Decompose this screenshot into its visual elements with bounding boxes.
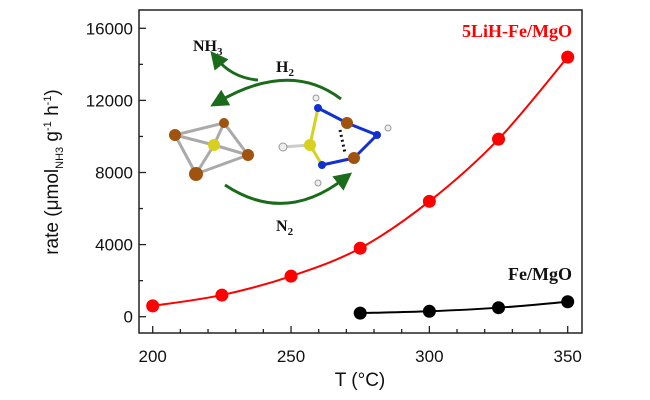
- top-arrow: [210, 78, 342, 107]
- y-tick-label: 8000: [95, 164, 133, 183]
- n2-label: N2: [276, 218, 294, 238]
- plot-frame: [138, 9, 583, 334]
- legend-5lih-fe-mgo: 5LiH-Fe/MgO: [462, 21, 572, 41]
- y-tick-label: 4000: [95, 236, 133, 255]
- data-point: [422, 194, 436, 208]
- y-tick-label: 16000: [86, 19, 133, 38]
- series-line-0: [152, 56, 569, 307]
- data-point: [561, 295, 575, 309]
- x-axis-label: T (°C): [335, 370, 386, 391]
- legend-fe-mgo: Fe/MgO: [508, 264, 572, 284]
- data-point: [353, 306, 367, 320]
- x-tick-label: 250: [277, 347, 305, 366]
- x-tick-label: 200: [139, 347, 167, 366]
- x-tick-label: 300: [415, 347, 443, 366]
- data-point: [561, 50, 575, 64]
- h2-label: H2: [276, 59, 294, 79]
- series-line-1: [360, 300, 568, 315]
- bottom-arrow: [224, 172, 353, 205]
- y-axis-label: rate (μmolNH3 g-1 h-1): [42, 89, 66, 255]
- x-tick-label: 350: [554, 347, 582, 366]
- catalytic-cycle-inset: NH3 H2 N2: [169, 38, 392, 238]
- data-point: [492, 301, 506, 315]
- data-point: [215, 288, 229, 302]
- data-point: [353, 241, 367, 255]
- nh3-label: NH3: [193, 38, 223, 58]
- y-tick-label: 0: [124, 308, 133, 327]
- nh3-arrow: [210, 50, 259, 82]
- y-tick-label: 12000: [86, 91, 133, 110]
- data-point: [422, 304, 436, 318]
- data-point: [284, 269, 298, 283]
- data-point: [146, 299, 160, 313]
- data-point: [492, 132, 506, 146]
